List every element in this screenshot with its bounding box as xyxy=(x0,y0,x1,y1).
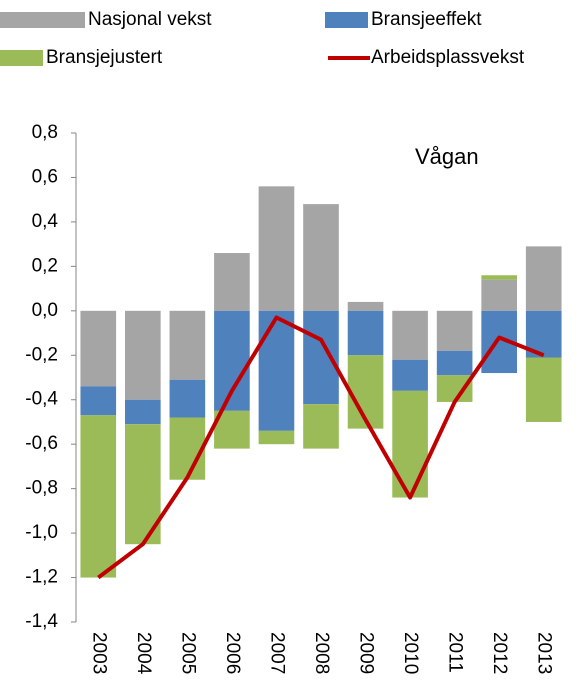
bar xyxy=(258,310,295,431)
bar xyxy=(525,246,562,311)
bar xyxy=(169,417,206,480)
bar xyxy=(258,186,295,311)
x-tick-label: 2008 xyxy=(311,632,332,674)
bar xyxy=(436,310,473,351)
bar xyxy=(80,310,117,387)
y-tick-label: 0,6 xyxy=(32,166,58,187)
y-tick-label: -1,2 xyxy=(25,567,58,588)
y-tick-label: -1,4 xyxy=(25,611,58,632)
x-tick-label: 2013 xyxy=(534,632,555,674)
x-tick-label: 2004 xyxy=(133,632,154,675)
x-tick-label: 2006 xyxy=(222,632,243,674)
bar xyxy=(481,275,517,280)
x-tick-label: 2010 xyxy=(400,632,421,674)
bar xyxy=(258,430,295,445)
bar xyxy=(80,386,117,416)
x-tick-label: 2011 xyxy=(445,632,466,673)
bar xyxy=(525,357,562,422)
bar xyxy=(436,350,473,376)
bar xyxy=(125,310,161,400)
legend-swatch xyxy=(0,50,43,66)
y-tick-label: -0,4 xyxy=(25,389,58,410)
bar xyxy=(392,390,428,498)
line xyxy=(97,315,545,580)
bar xyxy=(347,310,384,356)
legend-label: Arbeidsplassvekst xyxy=(371,47,525,68)
y-tick-label: -1,0 xyxy=(25,522,58,543)
y-tick-label: -0,2 xyxy=(25,344,58,365)
bar xyxy=(392,359,428,391)
bar xyxy=(303,310,339,405)
bar xyxy=(436,375,473,402)
legend-swatch xyxy=(325,12,368,28)
bar xyxy=(214,310,250,411)
x-tick-label: 2003 xyxy=(88,632,109,674)
bar xyxy=(481,279,517,311)
y-tick-label: 0,2 xyxy=(32,255,58,276)
bar xyxy=(214,253,250,311)
y-tick-label: 0,8 xyxy=(32,122,58,143)
y-tick-label: 0,0 xyxy=(32,300,58,321)
bar xyxy=(169,379,206,418)
legend-label: Bransjeeffekt xyxy=(371,9,482,30)
x-tick-label: 2005 xyxy=(177,632,198,674)
legend-label: Nasjonal vekst xyxy=(88,9,212,30)
x-tick-label: 2009 xyxy=(356,632,377,674)
annotation: Vågan xyxy=(415,144,479,169)
x-tick-label: 2012 xyxy=(489,632,510,674)
bar xyxy=(303,404,339,449)
bar xyxy=(80,415,117,578)
legend-label: Bransjejustert xyxy=(46,47,163,68)
y-tick-label: -0,6 xyxy=(25,433,58,454)
x-tick-label: 2007 xyxy=(266,632,287,674)
bar xyxy=(392,310,428,360)
legend-swatch xyxy=(0,12,85,28)
y-tick-label: 0,4 xyxy=(32,211,59,232)
bar xyxy=(169,310,206,380)
bar xyxy=(303,204,339,311)
bar xyxy=(125,399,161,425)
bar xyxy=(347,301,384,311)
y-tick-label: -0,8 xyxy=(25,478,58,499)
